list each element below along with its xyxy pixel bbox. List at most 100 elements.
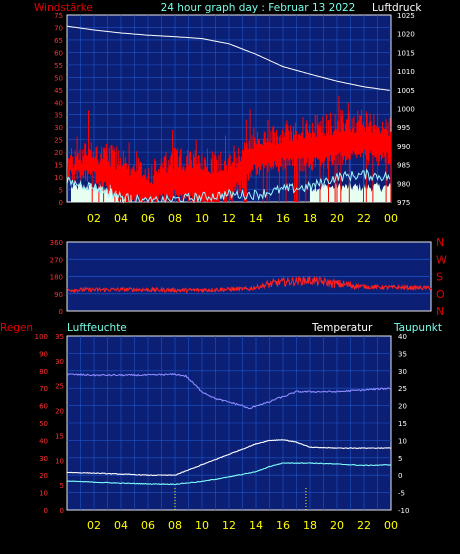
series-layer — [66, 275, 432, 294]
series-layer — [66, 372, 392, 510]
y-tick-label: 60 — [54, 49, 63, 57]
pressure-series — [66, 25, 390, 91]
y-tick-label: 25 — [54, 137, 63, 145]
y-tick-label: 5 — [59, 187, 63, 195]
y-tick-label: -5 — [398, 490, 405, 498]
y-tick-label: 50 — [39, 420, 48, 428]
x-tick-label: 10 — [195, 212, 209, 225]
y-tick-label: 35 — [55, 333, 64, 341]
taupunkt-label: Taupunkt — [393, 322, 442, 334]
y-tick-label: 20 — [398, 403, 407, 411]
y-tick-label: 270 — [50, 256, 63, 264]
y-tick-label: 75 — [54, 12, 63, 20]
grid-lines — [67, 336, 391, 510]
y-tick-label: 10 — [55, 457, 64, 465]
y-tick-label: 20 — [39, 472, 48, 480]
y-tick-label: 5 — [398, 455, 402, 463]
x-tick-label: 20 — [330, 519, 344, 532]
y-tick-label: 45 — [54, 87, 63, 95]
y-tick-label: 25 — [398, 385, 407, 393]
x-tick-label: 02 — [87, 212, 101, 225]
y-tick-label: 20 — [55, 408, 64, 416]
y-tick-label: 20 — [54, 149, 63, 157]
y-tick-label: 10 — [398, 437, 407, 445]
y-tick-label: 0 — [60, 507, 64, 515]
y-tick-label: 70 — [39, 385, 48, 393]
humidity-temperature-panel: Regen Luftfeuchte Temperatur Taupunkt 0 1… — [0, 322, 442, 532]
x-tick-label: 16 — [276, 212, 290, 225]
compass-label: O — [436, 288, 445, 301]
grid-lines — [67, 258, 431, 295]
y-tick-label: 0 — [59, 308, 63, 316]
x-tick-label: 18 — [303, 519, 317, 532]
y-tick-label: 1010 — [397, 68, 415, 76]
y-tick-label: 30 — [55, 358, 64, 366]
y-axis-left-labels: 0 90 180 270 360 — [50, 239, 63, 316]
y-tick-label: 90 — [54, 291, 63, 299]
y-tick-label: 25 — [55, 383, 64, 391]
y-tick-label: 360 — [50, 239, 63, 247]
y-tick-label: 80 — [39, 368, 48, 376]
x-tick-label: 14 — [249, 212, 263, 225]
y-tick-label: 40 — [398, 333, 407, 341]
wind-direction-series — [66, 275, 432, 294]
y-axis-left-labels: 0 5 10 15 20 25 30 35 40 45 50 55 60 65 70 75 — [54, 12, 63, 207]
x-tick-label: 00 — [384, 519, 398, 532]
compass-label: N — [436, 305, 444, 318]
y-tick-label: 975 — [397, 199, 410, 207]
compass-label: W — [436, 253, 447, 266]
y-tick-label: 10 — [54, 174, 63, 182]
temperature-series — [67, 439, 392, 477]
y-tick-label: 1015 — [397, 49, 415, 57]
luftfeuchte-label: Luftfeuchte — [67, 322, 127, 334]
x-tick-label: 06 — [141, 519, 155, 532]
y-tick-label: 980 — [397, 180, 410, 188]
y-tick-label: 5 — [60, 482, 64, 490]
x-tick-label: 08 — [168, 519, 182, 532]
dewpoint-series — [66, 462, 392, 486]
y-tick-label: 100 — [35, 333, 48, 341]
y-tick-label: 180 — [50, 274, 63, 282]
x-axis-labels: 02 04 06 08 10 12 14 16 18 20 22 00 — [87, 212, 398, 225]
y-tick-label: 0 — [398, 472, 402, 480]
y-tick-label: 990 — [397, 143, 410, 151]
compass-label: N — [436, 236, 444, 249]
y-tick-label: 40 — [54, 99, 63, 107]
x-tick-label: 22 — [357, 212, 371, 225]
y-tick-label: 995 — [397, 124, 410, 132]
y-tick-label: 0 — [59, 199, 63, 207]
compass-label: S — [436, 271, 443, 284]
y-tick-label: 1025 — [397, 12, 415, 20]
y-tick-label: 1000 — [397, 106, 415, 114]
y-tick-label: 60 — [39, 403, 48, 411]
y-tick-label: 65 — [54, 37, 63, 45]
x-tick-label: 14 — [249, 519, 263, 532]
y-tick-label: 10 — [39, 490, 48, 498]
x-tick-label: 18 — [303, 212, 317, 225]
y-tick-label: 1020 — [397, 31, 415, 39]
y-tick-label: 35 — [54, 112, 63, 120]
y-axis-right-labels: 975 980 985 990 995 1000 1005 1010 1015 1020 1025 — [397, 12, 415, 207]
temperature-axis-labels: -10 -5 0 5 10 15 20 25 30 35 40 — [398, 333, 409, 515]
y-tick-label: 30 — [54, 124, 63, 132]
calm-wind-area — [310, 182, 391, 202]
x-tick-label: 12 — [222, 519, 236, 532]
y-tick-label: 90 — [39, 350, 48, 358]
x-tick-label: 04 — [114, 212, 128, 225]
x-tick-label: 08 — [168, 212, 182, 225]
chart-title: 24 hour graph day : Februar 13 2022 — [161, 2, 356, 14]
y-tick-label: 15 — [398, 420, 407, 428]
wind-speed-series — [67, 95, 392, 202]
x-tick-label: 04 — [114, 519, 128, 532]
y-tick-label: -10 — [398, 507, 409, 515]
x-tick-label: 22 — [357, 519, 371, 532]
x-tick-label: 02 — [87, 519, 101, 532]
x-tick-label: 00 — [384, 212, 398, 225]
mean-wind-series — [66, 168, 391, 204]
y-tick-label: 0 — [44, 507, 48, 515]
luftdruck-label: Luftdruck — [372, 2, 422, 14]
